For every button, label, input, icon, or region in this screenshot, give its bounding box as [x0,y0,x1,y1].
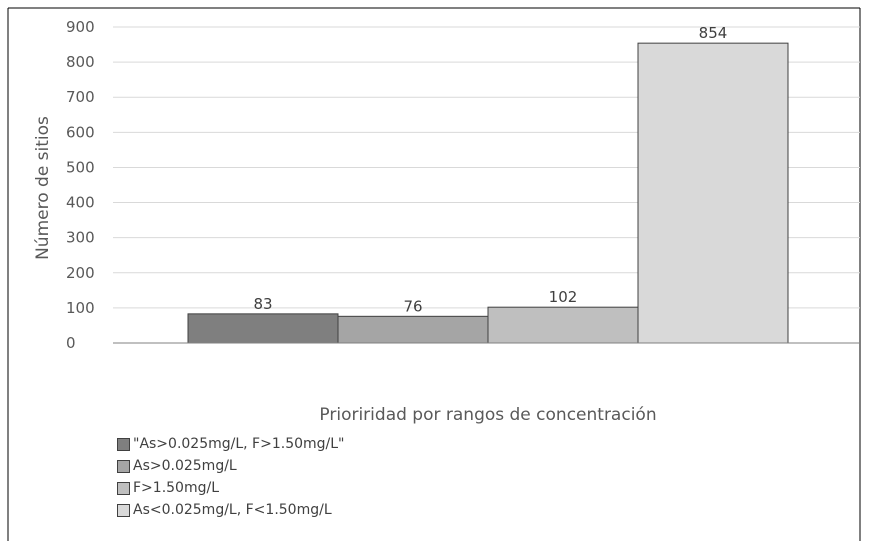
legend: "As>0.025mg/L, F>1.50mg/L" As>0.025mg/L F>… [117,433,345,521]
legend-item: As<0.025mg/L, F<1.50mg/L [117,499,345,521]
bar [637,42,789,344]
x-axis-label: Prioriridad por rangos de concentración [319,405,656,425]
bar [487,306,639,344]
legend-swatch [117,437,130,451]
legend-item: F>1.50mg/L [117,477,345,499]
y-tick-label: 200 [66,264,95,282]
legend-label: As<0.025mg/L, F<1.50mg/L [133,502,332,518]
y-tick-label: 800 [66,53,95,71]
data-label: 83 [253,295,272,313]
legend-label: F>1.50mg/L [133,480,219,496]
data-label: 854 [699,24,728,42]
y-tick-label: 300 [66,229,95,247]
data-labels: 83 76 102 854 [253,24,727,315]
legend-swatch [117,503,130,517]
legend-item: "As>0.025mg/L, F>1.50mg/L" [117,433,345,455]
legend-swatch [117,459,130,473]
y-tick-labels: 0 100 200 300 400 500 600 700 800 900 [66,18,95,352]
y-tick-label: 100 [66,299,95,317]
bar [187,313,339,344]
y-tick-label: 700 [66,88,95,106]
y-tick-label: 500 [66,158,95,176]
legend-item: As>0.025mg/L [117,455,345,477]
legend-swatch [117,481,130,495]
bars [187,42,789,344]
y-tick-label: 600 [66,123,95,141]
y-tick-label: 900 [66,18,95,36]
y-tick-label: 0 [66,334,76,352]
data-label: 76 [403,297,422,315]
y-axis-label: Número de sitios [33,116,53,260]
data-label: 102 [549,288,578,306]
legend-label: As>0.025mg/L [133,458,237,474]
legend-label: "As>0.025mg/L, F>1.50mg/L" [133,436,345,452]
y-tick-label: 400 [66,194,95,212]
bar [337,315,489,344]
